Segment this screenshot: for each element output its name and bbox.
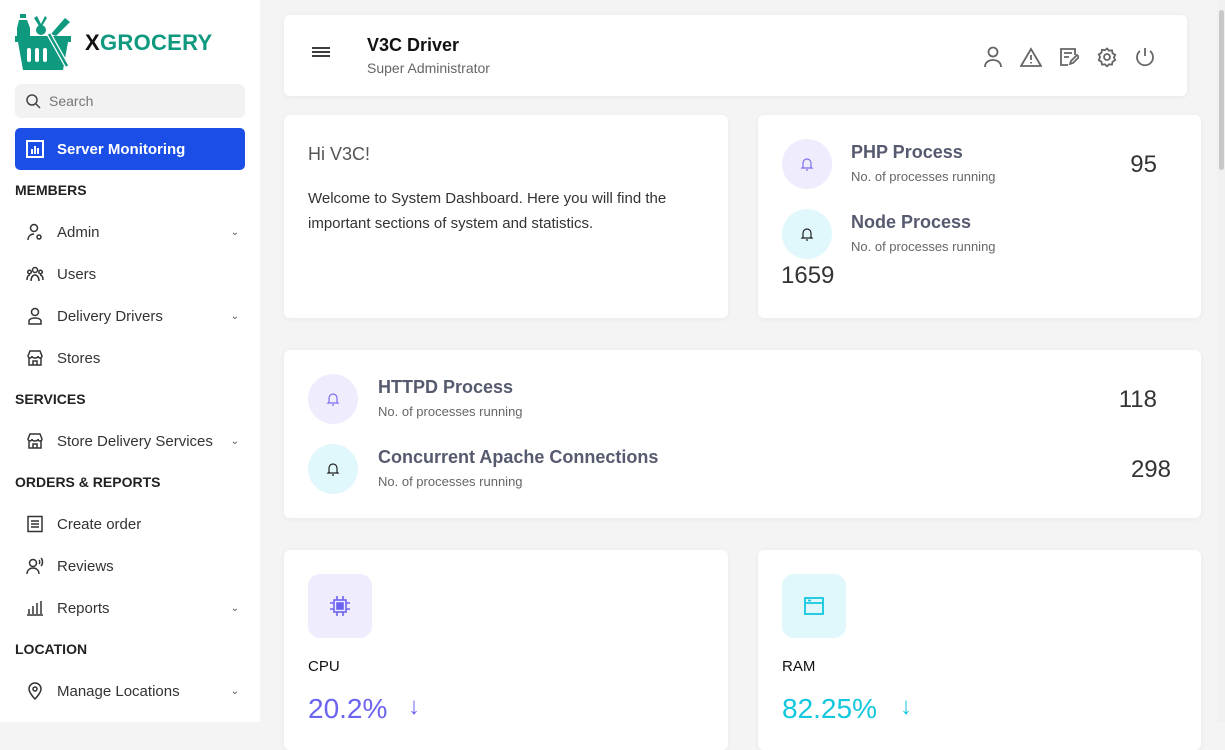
- cpu-chip-icon: [308, 574, 372, 638]
- php-node-card: PHP Process No. of processes running 95 …: [758, 115, 1201, 318]
- sidebar-item-reports[interactable]: Reports ⌄: [15, 593, 245, 623]
- chevron-down-icon: ⌄: [230, 685, 239, 697]
- resource-value: 20.2%: [308, 693, 388, 724]
- section-services: SERVICES: [15, 391, 86, 407]
- sidebar-item-store-delivery-services[interactable]: Store Delivery Services ⌄: [15, 426, 245, 456]
- sidebar-item-reviews[interactable]: Reviews: [15, 551, 245, 581]
- cpu-card: CPU 20.2% ↓: [284, 550, 728, 750]
- sidebar-item-admin[interactable]: Admin ⌄: [15, 217, 245, 247]
- resource-label: RAM: [782, 658, 816, 675]
- user-name: V3C Driver: [367, 35, 460, 55]
- process-title: HTTPD Process: [378, 377, 514, 397]
- search-icon: [26, 94, 41, 109]
- sidebar-item-stores[interactable]: Stores: [15, 343, 245, 373]
- process-title: Concurrent Apache Connections: [378, 447, 659, 467]
- arrow-down-icon: ↓: [900, 693, 912, 720]
- sidebar-item-manage-locations[interactable]: Manage Locations ⌄: [15, 676, 245, 706]
- settings-icon[interactable]: [1095, 45, 1119, 69]
- search-input[interactable]: [49, 93, 229, 109]
- user-role: Super Administrator: [367, 60, 490, 76]
- bell-icon: [782, 209, 832, 259]
- sidebar-item-users[interactable]: Users: [15, 259, 245, 289]
- reviews-icon: [25, 556, 45, 576]
- process-title: PHP Process: [851, 142, 963, 162]
- process-value: 95: [1130, 151, 1157, 178]
- resource-label: CPU: [308, 658, 340, 675]
- welcome-text: Welcome to System Dashboard. Here you wi…: [308, 190, 667, 232]
- menu-toggle-icon[interactable]: [312, 45, 330, 64]
- search-box[interactable]: [15, 84, 245, 118]
- scrollbar-thumb[interactable]: [1219, 10, 1224, 170]
- admin-user-icon: [25, 222, 45, 242]
- section-members: MEMBERS: [15, 182, 87, 198]
- process-value: 298: [1130, 456, 1171, 483]
- process-subtitle: No. of processes running: [851, 169, 996, 184]
- process-value: 118: [1118, 386, 1157, 413]
- bar-chart-icon: [25, 598, 45, 618]
- sidebar-item-label: Server Monitoring: [57, 140, 186, 158]
- power-icon[interactable]: [1133, 45, 1157, 69]
- process-subtitle: No. of processes running: [378, 474, 523, 489]
- user-icon[interactable]: [981, 45, 1005, 69]
- arrow-down-icon: ↓: [408, 693, 420, 720]
- process-title: Node Process: [851, 212, 972, 232]
- ram-card: RAM 82.25% ↓: [758, 550, 1201, 750]
- process-subtitle: No. of processes running: [378, 404, 523, 419]
- scrollbar[interactable]: [1217, 0, 1225, 722]
- bell-icon: [308, 374, 358, 424]
- bell-icon: [308, 444, 358, 494]
- store-icon: [25, 348, 45, 368]
- sidebar-item-delivery-drivers[interactable]: Delivery Drivers ⌄: [15, 301, 245, 331]
- sidebar-item-server-monitoring[interactable]: Server Monitoring: [15, 128, 245, 170]
- sidebar: XGROCERY Server Monitoring MEMBERS Admin…: [0, 0, 260, 722]
- ram-window-icon: [782, 574, 846, 638]
- grocery-basket-icon: [15, 14, 71, 70]
- location-pin-icon: [25, 681, 45, 701]
- users-icon: [25, 264, 45, 284]
- top-header: V3C Driver Super Administrator: [284, 15, 1187, 96]
- store-icon: [25, 431, 45, 451]
- process-subtitle: No. of processes running: [851, 239, 996, 254]
- welcome-card: Hi V3C! Welcome to System Dashboard. Her…: [284, 115, 728, 318]
- sidebar-item-create-order[interactable]: Create order: [15, 509, 245, 539]
- process-value: 1659: [781, 262, 835, 289]
- chevron-down-icon: ⌄: [230, 602, 239, 614]
- edit-icon[interactable]: [1057, 45, 1081, 69]
- chevron-down-icon: ⌄: [230, 310, 239, 322]
- document-icon: [25, 514, 45, 534]
- driver-icon: [25, 306, 45, 326]
- greeting: Hi V3C!: [308, 144, 371, 164]
- chart-icon: [26, 140, 44, 158]
- resource-value: 82.25%: [782, 693, 877, 724]
- chevron-down-icon: ⌄: [230, 435, 239, 447]
- section-location: LOCATION: [15, 641, 88, 657]
- bell-icon: [782, 139, 832, 189]
- alert-icon[interactable]: [1019, 45, 1043, 69]
- logo[interactable]: XGROCERY: [15, 14, 213, 72]
- chevron-down-icon: ⌄: [230, 226, 239, 238]
- section-orders-reports: ORDERS & REPORTS: [15, 474, 161, 490]
- brand-name: XGROCERY: [85, 30, 213, 55]
- httpd-apache-card: HTTPD Process No. of processes running 1…: [284, 350, 1201, 518]
